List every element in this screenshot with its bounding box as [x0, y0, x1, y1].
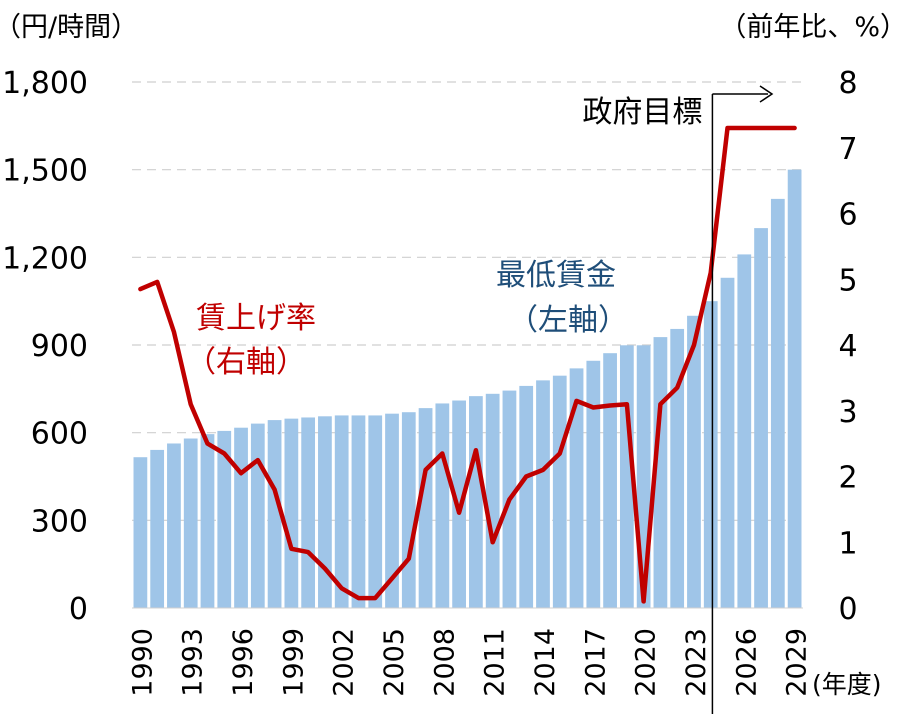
bar-2001	[318, 416, 332, 608]
x-tick-label: 2017	[580, 628, 611, 697]
bar-1992	[167, 443, 181, 608]
left-tick-label: 600	[31, 417, 88, 452]
min-wage-bars	[133, 169, 802, 608]
x-tick-label: 2014	[530, 628, 561, 697]
right-tick-label: 3	[838, 395, 857, 430]
right-axis-ticks: 0 1 2 3 4 5 6 7 8	[838, 66, 857, 627]
left-tick-label: 1,800	[2, 66, 88, 101]
right-tick-label: 7	[838, 132, 857, 167]
left-tick-label: 1,500	[2, 154, 88, 189]
bar-2005	[385, 413, 399, 608]
left-tick-label: 300	[31, 504, 88, 539]
x-tick-label: 2008	[429, 628, 460, 697]
bar-1991	[150, 449, 165, 608]
bar-2003	[351, 415, 366, 608]
target-arrow-head	[759, 85, 774, 103]
bar-1994	[200, 434, 215, 608]
right-tick-label: 0	[838, 592, 857, 627]
left-axis-unit: （円/時間）	[0, 12, 138, 43]
bar-1993	[183, 438, 198, 608]
bar-2014	[536, 380, 550, 608]
x-tick-label: 2026	[731, 628, 762, 697]
bar-2024	[703, 301, 718, 608]
bar-2017	[586, 360, 601, 608]
bar-2004	[368, 415, 383, 608]
right-tick-label: 4	[838, 329, 857, 364]
x-tick-label: 2005	[379, 628, 410, 697]
left-axis-ticks: 0 300 600 900 1,200 1,500 1,800	[2, 66, 88, 627]
right-tick-label: 1	[838, 526, 857, 561]
left-tick-label: 1,200	[2, 241, 88, 276]
bar-1990	[133, 457, 148, 608]
bar-2028	[770, 198, 785, 608]
wage-increase-polyline	[138, 125, 797, 604]
bar-2027	[754, 228, 768, 608]
right-tick-label: 5	[838, 263, 857, 298]
x-tick-label: 2011	[480, 628, 511, 697]
bar-2022	[670, 328, 685, 608]
x-tick-label: 1996	[228, 628, 259, 697]
bar-1996	[234, 427, 248, 608]
min-wage-axis-note: （左軸）	[508, 303, 628, 338]
right-tick-label: 2	[838, 461, 857, 496]
right-tick-label: 8	[838, 66, 857, 101]
bar-2006	[401, 412, 416, 608]
bar-2015	[552, 375, 567, 608]
x-tick-label: 1990	[127, 628, 158, 697]
x-tick-label: 2020	[631, 628, 662, 697]
x-axis-ticks: 1990 1993 1996 1999 2002 2005 2008 2011 2014 2017…	[127, 628, 812, 697]
bar-1998	[267, 420, 282, 608]
min-wage-label: 最低賃金	[496, 258, 616, 293]
government-target-annotation: 政府目標	[582, 85, 774, 714]
x-tick-label: 2023	[681, 628, 712, 697]
bar-1997	[250, 423, 265, 608]
right-axis-unit: （前年比、%）	[719, 12, 907, 43]
x-tick-label: 2029	[782, 628, 813, 697]
bar-2002	[334, 415, 349, 608]
bar-2025	[720, 277, 735, 608]
x-tick-label: 2002	[329, 628, 360, 697]
left-tick-label: 0	[69, 592, 88, 627]
bar-2021	[653, 337, 668, 608]
x-tick-label: 1999	[278, 628, 309, 697]
bar-2016	[569, 368, 584, 608]
bar-2026	[737, 254, 752, 608]
bar-2013	[519, 385, 534, 608]
bar-2018	[603, 353, 617, 608]
bar-1995	[217, 430, 232, 608]
bar-1999	[284, 418, 299, 608]
bar-2010	[469, 396, 483, 608]
bar-2029	[787, 169, 802, 608]
right-tick-label: 6	[838, 198, 857, 233]
wage-increase-axis-note: （右軸）	[186, 345, 306, 380]
bar-2023	[687, 315, 701, 608]
target-label: 政府目標	[582, 95, 702, 130]
bar-2000	[301, 417, 316, 608]
bar-2011	[485, 393, 500, 608]
wage-increase-label: 賃上げ率	[196, 301, 316, 336]
left-tick-label: 900	[31, 329, 88, 364]
x-axis-unit: (年度)	[812, 670, 882, 699]
bar-2019	[619, 345, 634, 608]
x-tick-label: 1993	[178, 628, 209, 697]
bar-2007	[418, 408, 433, 608]
bar-2008	[435, 403, 450, 608]
wage-increase-line	[138, 125, 797, 604]
